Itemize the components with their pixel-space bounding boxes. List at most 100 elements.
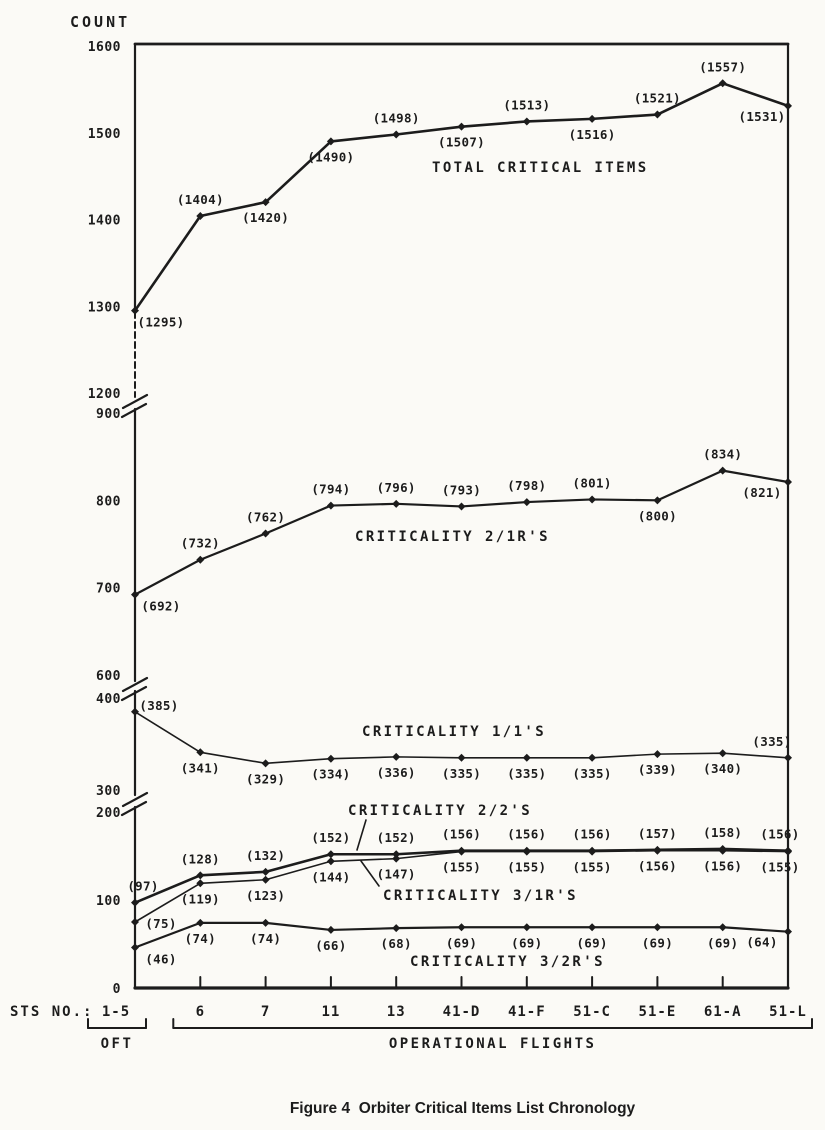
y-tick-label: 1400	[88, 214, 121, 229]
data-point-label: (155)	[442, 860, 481, 875]
data-point-label: (341)	[181, 760, 220, 775]
data-point-marker	[718, 846, 727, 855]
data-point-label: (156)	[760, 827, 799, 842]
series-label-criticality-2-2-s: CRITICALITY 2/2'S	[348, 803, 532, 819]
data-point-marker	[784, 101, 792, 110]
y-tick-label: 1300	[88, 300, 121, 315]
data-point-marker	[392, 130, 401, 139]
data-point-label: (74)	[250, 931, 281, 946]
data-point-label: (156)	[703, 859, 742, 874]
data-point-label: (794)	[311, 482, 350, 497]
data-point-label: (46)	[145, 952, 176, 967]
data-point-label: (152)	[377, 830, 416, 845]
data-point-label: (1490)	[307, 149, 354, 164]
data-point-marker	[392, 924, 401, 933]
data-point-label: (128)	[181, 851, 220, 866]
data-point-marker	[131, 707, 139, 716]
data-point-label: (732)	[181, 536, 220, 551]
data-point-marker	[588, 753, 597, 762]
data-point-marker	[326, 850, 335, 859]
data-point-marker	[653, 110, 662, 119]
data-point-label: (335)	[442, 766, 481, 781]
x-tick-label: 41-F	[508, 1004, 546, 1020]
series-label-criticality-2-1r-s: CRITICALITY 2/1R'S	[355, 529, 550, 545]
data-point-marker	[261, 759, 270, 768]
orbiter-critical-items-chart: 1600 1500 1400 1300 1200 900 800 700 600 400 300 20…	[10, 13, 813, 1052]
data-point-label: (692)	[141, 599, 180, 614]
data-point-label: (64)	[746, 935, 777, 950]
data-point-marker	[261, 867, 270, 876]
x-tick-label: 51-E	[639, 1004, 677, 1020]
data-point-marker	[326, 925, 335, 934]
series-label-criticality-3-2r-s: CRITICALITY 3/2R'S	[410, 954, 605, 970]
data-point-marker	[392, 499, 401, 508]
x-tick-label: 6	[196, 1004, 205, 1020]
data-point-marker	[131, 943, 139, 952]
data-point-label: (156)	[573, 827, 612, 842]
data-point-label: (66)	[315, 938, 346, 953]
data-point-label: (144)	[311, 869, 350, 884]
data-point-label: (69)	[707, 935, 738, 950]
data-point-label: (75)	[145, 916, 176, 931]
figure-caption: Figure 4 Orbiter Critical Items List Chr…	[289, 1100, 636, 1117]
x-tick-label: 7	[261, 1004, 270, 1020]
y-tick-label: 200	[96, 806, 121, 821]
data-point-marker	[522, 847, 531, 856]
data-point-marker	[588, 923, 597, 932]
data-point-label: (155)	[760, 860, 799, 875]
data-point-label: (69)	[446, 935, 477, 950]
data-point-label: (1531)	[739, 109, 786, 124]
data-point-marker	[261, 529, 270, 538]
data-point-label: (155)	[507, 860, 546, 875]
axis-break-mark	[121, 791, 149, 808]
data-point-marker	[653, 496, 662, 505]
x-axis-title: STS NO.:	[10, 1004, 93, 1020]
data-point-label: (1498)	[373, 110, 420, 125]
data-point-marker	[457, 502, 466, 511]
data-point-marker	[457, 122, 466, 131]
data-point-label: (334)	[311, 767, 350, 782]
x-tick-label: 1-5	[102, 1004, 130, 1020]
data-point-marker	[522, 498, 531, 507]
data-point-label: (1516)	[569, 127, 616, 142]
axis-break-mark	[120, 685, 148, 702]
data-point-label: (339)	[638, 762, 677, 777]
data-point-label: (1507)	[438, 135, 485, 150]
data-point-marker	[261, 198, 270, 207]
data-point-label: (157)	[638, 826, 677, 841]
y-tick-label: 1200	[88, 387, 121, 402]
data-point-marker	[131, 918, 139, 926]
axis-break-mark	[120, 402, 148, 419]
data-point-label: (335)	[752, 734, 791, 749]
group-label-operational-flights: OPERATIONAL FLIGHTS	[389, 1036, 597, 1052]
data-point-label: (793)	[442, 482, 481, 497]
data-point-label: (69)	[642, 935, 673, 950]
data-point-marker	[196, 918, 205, 927]
data-point-label: (69)	[576, 935, 607, 950]
data-point-label: (147)	[377, 867, 416, 882]
data-point-label: (132)	[246, 848, 285, 863]
axis-break-mark	[121, 393, 149, 410]
data-point-label: (1521)	[634, 91, 681, 106]
y-tick-label: 100	[96, 894, 121, 909]
data-point-marker	[457, 847, 466, 856]
x-tick-label: 11	[321, 1004, 340, 1020]
y-tick-label: 300	[96, 784, 121, 799]
x-tick-label: 61-A	[704, 1004, 742, 1020]
y-tick-label: 800	[96, 494, 121, 509]
data-point-label: (119)	[181, 891, 220, 906]
y-axis-title: COUNT	[70, 13, 130, 31]
data-point-label: (762)	[246, 510, 285, 525]
y-tick-label: 400	[96, 692, 121, 707]
series-label-criticality-1-1-s: CRITICALITY 1/1'S	[362, 724, 546, 740]
data-point-label: (800)	[638, 508, 677, 523]
data-point-label: (123)	[246, 888, 285, 903]
data-point-label: (801)	[573, 475, 612, 490]
data-point-marker	[326, 501, 335, 510]
data-point-marker	[718, 923, 727, 932]
data-point-label: (158)	[703, 825, 742, 840]
data-point-label: (834)	[703, 447, 742, 462]
data-point-marker	[718, 749, 727, 758]
data-point-marker	[588, 847, 597, 856]
